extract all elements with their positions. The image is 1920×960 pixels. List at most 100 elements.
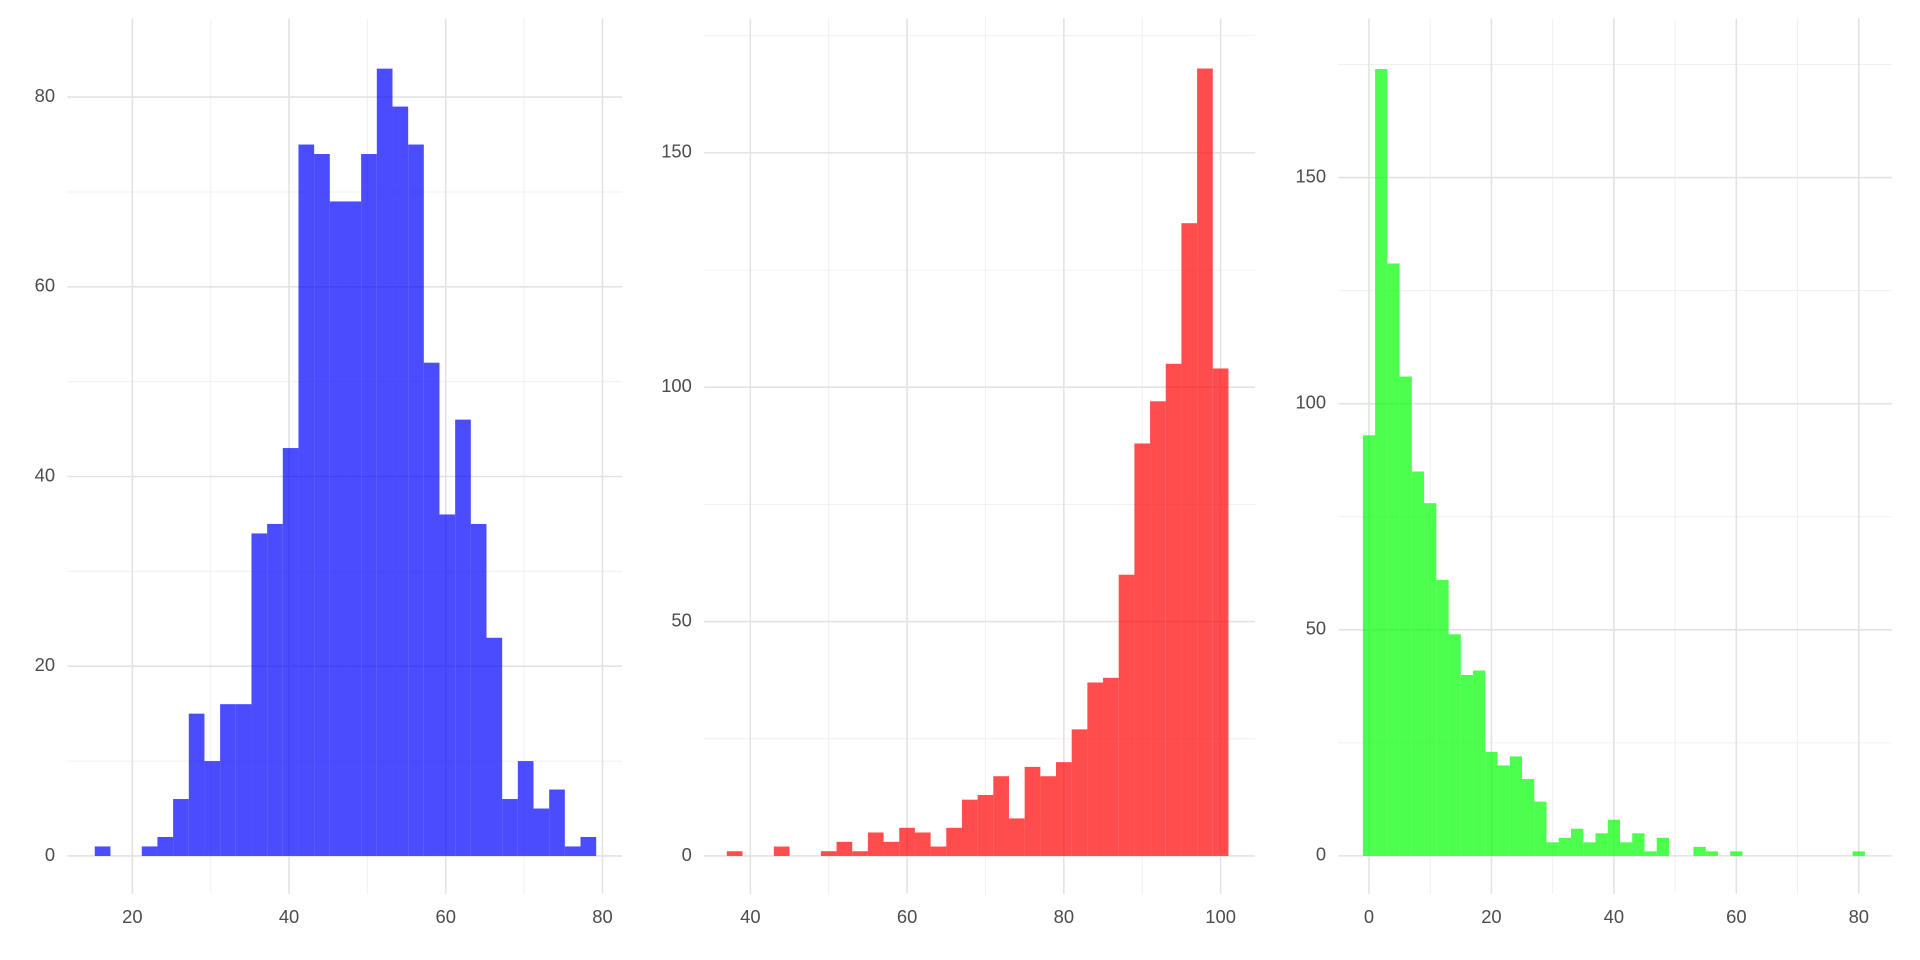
histogram-bar [1448, 634, 1461, 856]
histogram-bar [455, 419, 471, 856]
histogram-bar [1546, 842, 1559, 856]
y-tick-label: 50 [671, 609, 691, 630]
histogram-bar [549, 789, 565, 856]
histogram-bar [282, 448, 299, 856]
histogram-bar [423, 362, 440, 856]
histogram-bar [533, 808, 550, 856]
histogram-bar [1497, 765, 1510, 856]
x-tick-label: 40 [1604, 906, 1624, 927]
histogram-bar [726, 851, 743, 856]
histogram-bar [836, 841, 853, 856]
histogram-bar [1571, 828, 1584, 856]
histogram-bar [946, 827, 962, 856]
y-tick-label: 0 [1316, 844, 1326, 865]
histogram-bar [204, 761, 221, 856]
histogram-bar [408, 144, 424, 856]
histogram-bar [914, 832, 931, 856]
histogram-bar [267, 523, 283, 856]
histogram-bar [1595, 833, 1608, 856]
histogram-bar [517, 761, 534, 856]
histogram-bar [564, 846, 581, 856]
histogram-bar [1008, 818, 1025, 856]
histogram-bar [141, 846, 158, 856]
histogram-bar [1852, 851, 1865, 856]
histogram-bar [486, 637, 503, 856]
histogram-bar [1656, 837, 1669, 856]
x-tick-label: 20 [1481, 906, 1501, 927]
histogram-bar [361, 154, 377, 856]
histogram-bar [1583, 842, 1596, 856]
histogram-bar [820, 851, 837, 856]
histogram-bar [993, 776, 1009, 856]
y-tick-label: 50 [1306, 618, 1326, 639]
histogram-bar [899, 827, 915, 856]
histogram-bar [1473, 670, 1486, 856]
histogram-bar [1644, 851, 1657, 856]
histogram-bar [1197, 68, 1213, 856]
histogram-bar [94, 846, 111, 856]
histogram-bar [329, 201, 346, 856]
histogram-bar [1181, 223, 1198, 856]
histogram-bar [235, 704, 252, 856]
histogram-bar [883, 841, 900, 856]
histogram-bar [1460, 675, 1474, 856]
histogram-bar [580, 836, 597, 856]
histogram-bar [392, 106, 409, 856]
histogram-bar [1150, 401, 1166, 856]
histogram-bar [1705, 851, 1718, 856]
histogram-bar [1607, 819, 1620, 856]
histogram-bar [1387, 263, 1400, 856]
histogram-bar [1165, 363, 1182, 856]
y-tick-label: 20 [35, 654, 55, 675]
histogram-bar [314, 154, 330, 856]
histogram-bar [1485, 751, 1498, 856]
histogram-bar [1134, 443, 1151, 856]
histogram-bar [188, 713, 205, 856]
y-tick-label: 150 [661, 141, 692, 162]
x-tick-label: 20 [122, 906, 142, 927]
histogram-bar [439, 514, 456, 856]
y-tick-label: 60 [35, 275, 55, 296]
histogram-bar [1087, 682, 1104, 856]
histogram-bar [852, 851, 868, 856]
x-tick-label: 0 [1364, 906, 1374, 927]
histogram-bar [251, 533, 268, 856]
histogram-bar [345, 201, 362, 856]
x-tick-label: 40 [279, 906, 299, 927]
x-tick-label: 80 [1849, 906, 1869, 927]
histogram-bar [1558, 837, 1572, 856]
histogram-bar [376, 68, 393, 856]
histogram-bar [1399, 376, 1412, 856]
histogram-bar [502, 799, 518, 856]
y-tick-label: 0 [682, 844, 692, 865]
histogram-bar [1212, 368, 1229, 856]
histogram-bar [1362, 435, 1376, 856]
histogram-bar [773, 846, 790, 856]
x-tick-label: 100 [1205, 906, 1236, 927]
x-tick-label: 60 [897, 906, 917, 927]
histogram-bar [1620, 842, 1633, 856]
x-tick-label: 60 [1726, 906, 1746, 927]
histogram-bar [961, 799, 978, 856]
histogram-bar [157, 836, 174, 856]
histogram-bar [173, 799, 189, 856]
histogram-bar [1056, 762, 1072, 856]
y-tick-label: 100 [661, 375, 692, 396]
histogram-bar [1024, 766, 1041, 856]
histogram-bar [1071, 729, 1088, 856]
x-tick-label: 80 [592, 906, 612, 927]
histogram-bar [1693, 846, 1706, 856]
histogram-bar [1534, 801, 1547, 856]
histogram-bar [1375, 69, 1388, 856]
histogram-bar [1436, 580, 1449, 856]
histogram-bar [1424, 503, 1437, 856]
histogram-bar [977, 794, 994, 856]
histogram-bar [1632, 833, 1645, 856]
histogram-bar [1103, 677, 1119, 856]
y-tick-label: 150 [1295, 165, 1326, 186]
histogram-bar [930, 846, 947, 856]
histogram-bar [1730, 851, 1743, 856]
x-tick-label: 40 [740, 906, 760, 927]
histogram-bar [1509, 756, 1523, 856]
